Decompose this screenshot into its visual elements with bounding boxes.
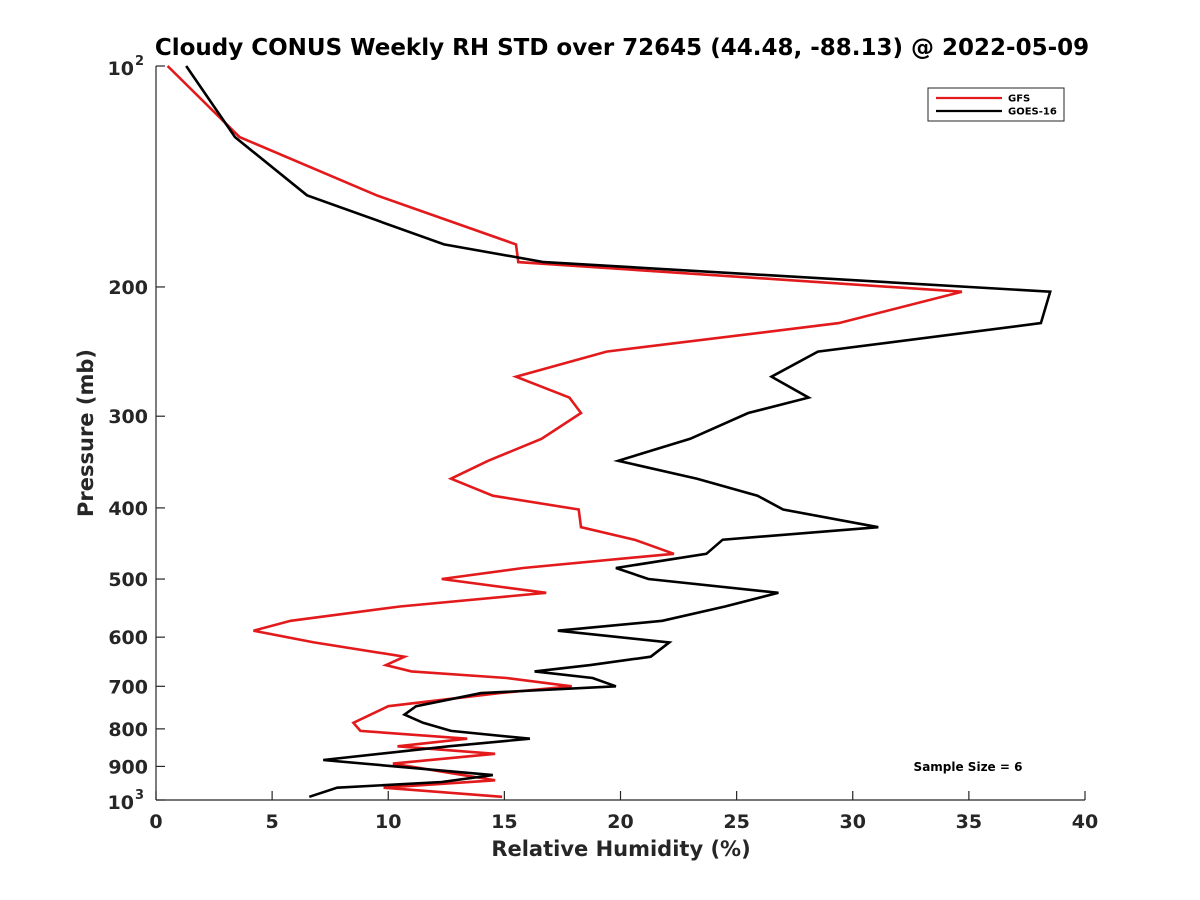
legend: GFS GOES-16	[927, 87, 1065, 122]
y-tick-label-exponent: 2	[135, 54, 144, 69]
y-tick-label: 700	[108, 676, 148, 698]
plot-area	[155, 66, 1085, 801]
series-group	[166, 65, 1052, 799]
y-tick-label: 400	[108, 498, 148, 520]
x-ticks: 0 5 10 15 20 25 30 35 40	[149, 791, 1098, 833]
x-tick-label: 5	[266, 811, 279, 833]
legend-box	[927, 87, 1065, 122]
y-tick-label: 200	[108, 277, 148, 299]
y-tick-label-exponent: 3	[135, 788, 144, 803]
y-tick-label: 800	[108, 719, 148, 741]
y-tick-label: 600	[108, 627, 148, 649]
x-tick-label: 30	[840, 811, 866, 833]
x-tick-label: 15	[491, 811, 517, 833]
x-tick-label: 0	[149, 811, 162, 833]
x-tick-label: 20	[607, 811, 633, 833]
series-line-gfs	[166, 65, 963, 799]
series-line-goes16	[185, 65, 1052, 799]
y-tick-label: 900	[108, 756, 148, 778]
legend-label-gfs: GFS	[1008, 94, 1030, 105]
legend-label-goes16: GOES-16	[1008, 107, 1057, 118]
x-axis-title: Relative Humidity (%)	[491, 837, 750, 861]
x-tick-label: 25	[723, 811, 749, 833]
x-tick-label: 40	[1072, 811, 1098, 833]
x-tick-label: 35	[956, 811, 982, 833]
y-tick-label: 500	[108, 569, 148, 591]
chart-title: Cloudy CONUS Weekly RH STD over 72645 (4…	[155, 35, 1089, 61]
y-axis-title: Pressure (mb)	[74, 349, 98, 517]
y-tick-label: 300	[108, 406, 148, 428]
sample-size-annotation: Sample Size = 6	[914, 760, 1023, 774]
y-tick-label-base: 10	[108, 58, 134, 80]
x-tick-label: 10	[375, 811, 401, 833]
y-tick-label-base: 10	[108, 792, 134, 814]
